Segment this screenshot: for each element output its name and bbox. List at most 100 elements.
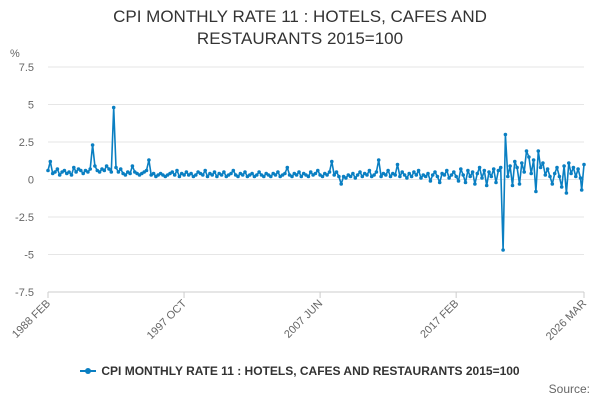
data-point[interactable] [447,176,451,180]
data-point[interactable] [548,174,552,179]
data-point[interactable] [402,173,407,177]
data-point[interactable] [579,188,584,192]
data-point[interactable] [62,168,67,173]
data-point[interactable] [407,171,412,176]
data-point[interactable] [543,173,548,177]
data-point[interactable] [151,171,156,176]
data-point[interactable] [262,174,266,179]
data-point[interactable] [104,164,109,168]
data-point[interactable] [508,164,512,168]
data-point[interactable] [468,174,473,179]
data-point[interactable] [527,155,531,159]
data-point[interactable] [55,167,60,171]
data-point[interactable] [477,165,482,170]
data-point[interactable] [442,173,447,177]
data-point[interactable] [219,173,224,177]
data-point[interactable] [482,168,487,173]
data-point[interactable] [320,174,325,179]
data-point[interactable] [524,149,529,153]
data-point[interactable] [398,174,402,179]
data-point[interactable] [428,179,433,183]
data-point[interactable] [97,170,102,174]
data-point[interactable] [69,173,74,177]
data-point[interactable] [299,174,304,179]
data-point[interactable] [330,159,334,164]
data-point[interactable] [332,173,337,177]
data-point[interactable] [374,170,379,174]
data-point[interactable] [470,170,475,174]
data-point[interactable] [172,173,177,177]
data-point[interactable] [386,168,390,173]
data-point[interactable] [348,174,353,179]
data-point[interactable] [316,168,320,173]
data-point[interactable] [290,174,294,179]
data-point[interactable] [130,164,135,168]
data-point[interactable] [567,161,571,165]
data-point[interactable] [475,171,480,176]
data-point[interactable] [46,168,50,173]
data-point[interactable] [327,170,332,174]
data-point[interactable] [182,173,186,177]
data-point[interactable] [582,162,586,167]
data-point[interactable] [257,170,261,174]
data-point[interactable] [463,180,468,185]
data-point[interactable] [79,168,83,173]
data-point[interactable] [365,173,369,177]
data-point[interactable] [90,143,95,147]
data-point[interactable] [283,171,287,176]
data-point[interactable] [306,174,311,179]
data-point[interactable] [419,176,423,180]
data-point[interactable] [384,173,388,177]
data-point[interactable] [269,174,273,179]
data-point[interactable] [88,167,92,171]
data-point[interactable] [501,248,505,252]
data-point[interactable] [487,170,491,174]
data-point[interactable] [294,173,299,177]
data-point[interactable] [189,171,193,176]
data-point[interactable] [297,170,301,174]
data-point[interactable] [243,170,247,174]
data-point[interactable] [107,167,111,171]
data-point[interactable] [222,170,226,174]
data-point[interactable] [102,168,107,173]
data-point[interactable] [111,105,116,110]
data-point[interactable] [550,182,555,186]
data-point[interactable] [531,158,536,162]
data-point[interactable] [67,170,71,174]
data-point[interactable] [334,170,339,174]
data-point[interactable] [520,161,524,165]
data-point[interactable] [473,182,477,186]
data-point[interactable] [308,170,313,174]
data-point[interactable] [484,183,489,188]
data-point[interactable] [175,168,179,173]
data-point[interactable] [48,159,53,164]
data-point[interactable] [536,149,541,153]
data-point[interactable] [147,158,151,162]
data-point[interactable] [522,170,526,174]
data-point[interactable] [74,170,78,174]
data-point[interactable] [57,173,62,177]
data-point[interactable] [435,174,440,179]
data-point[interactable] [454,174,459,179]
data-point[interactable] [578,176,583,180]
data-point[interactable] [313,171,318,176]
data-point[interactable] [559,185,564,189]
data-point[interactable] [456,179,461,183]
data-point[interactable] [118,167,123,171]
data-point[interactable] [123,173,128,177]
data-point[interactable] [426,171,430,176]
data-point[interactable] [250,171,254,176]
data-point[interactable] [128,171,132,176]
data-point[interactable] [372,173,376,177]
data-point[interactable] [494,180,498,185]
data-point[interactable] [201,173,205,177]
data-point[interactable] [506,174,510,179]
data-point[interactable] [93,164,97,168]
data-point[interactable] [236,174,240,179]
data-point[interactable] [231,168,236,173]
data-point[interactable] [276,170,280,174]
data-point[interactable] [360,174,365,179]
data-point[interactable] [353,176,358,180]
data-point[interactable] [569,171,573,176]
data-point[interactable] [367,168,372,173]
